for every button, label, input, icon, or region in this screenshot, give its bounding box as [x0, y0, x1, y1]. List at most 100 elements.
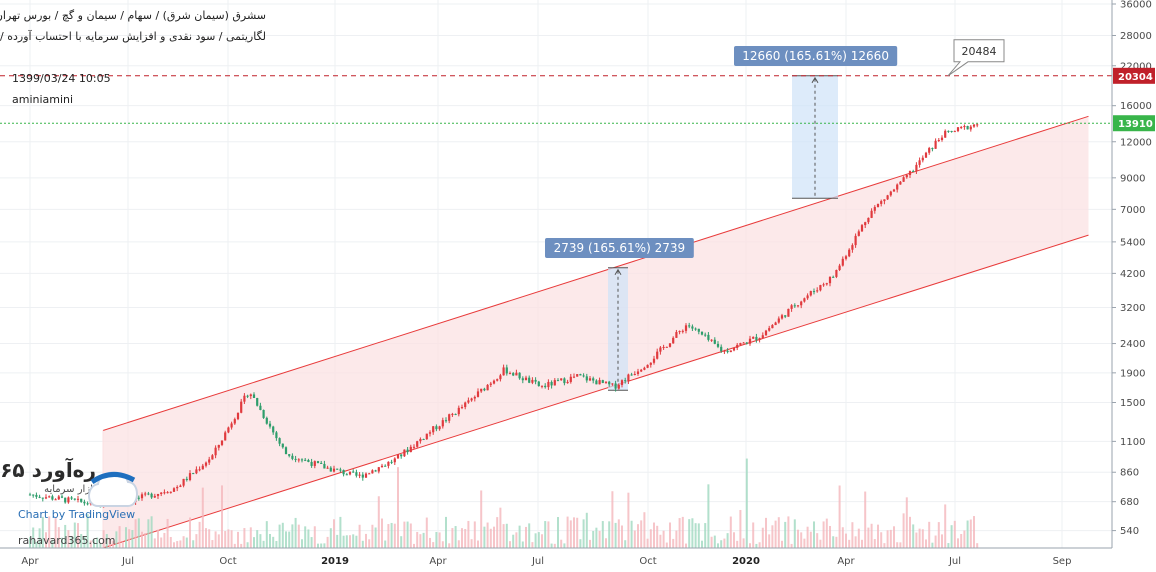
tradingview-badge[interactable]: Chart by TradingView [18, 462, 140, 524]
volume-bar [681, 516, 684, 548]
volume-bar [525, 526, 527, 548]
candle-body [140, 494, 144, 499]
volume-bar [480, 490, 483, 548]
time-tick-label: Jul [948, 556, 961, 567]
volume-bar [291, 524, 294, 548]
volume-bar [451, 528, 454, 548]
candle-body [966, 125, 969, 130]
volume-bar [969, 519, 972, 548]
candle-body [886, 195, 889, 200]
candle-body [937, 139, 940, 141]
candle-body [67, 497, 70, 503]
volume-bar [313, 526, 316, 548]
volume-bar [201, 487, 204, 548]
volume-bar [93, 539, 95, 548]
volume-bar [157, 529, 159, 548]
candle-body [400, 454, 403, 457]
candle-body [192, 473, 195, 475]
volume-bar [454, 526, 457, 548]
volume-bar [115, 531, 118, 548]
price-label-bg [1113, 115, 1155, 132]
candle-body [41, 497, 44, 499]
time-tick-label: 2020 [732, 556, 760, 567]
volume-bar [528, 523, 531, 548]
candle-body [832, 276, 835, 278]
volume-bar [429, 537, 431, 548]
candle-body [54, 499, 57, 501]
candle-body [236, 412, 240, 420]
volume-bar [265, 521, 268, 548]
candle-body [230, 423, 233, 428]
volume-bar [189, 517, 191, 548]
candle-body [32, 494, 35, 496]
candle-body [473, 396, 476, 399]
candle-body [182, 478, 185, 486]
volume-bar [749, 543, 751, 548]
candle-body [476, 391, 480, 397]
candle-body [374, 470, 377, 472]
time-tick-label: Apr [429, 556, 447, 567]
volume-bar [566, 516, 569, 548]
volume-bar [377, 496, 380, 548]
volume-bar [592, 530, 595, 548]
candle-body [208, 459, 211, 463]
candle-body [563, 378, 566, 384]
candle-body [569, 376, 572, 382]
chart-settings-line: لگاریتمی / سود نقدی و افزایش سرمایه با ا… [0, 30, 266, 43]
candle-body [204, 462, 208, 466]
candle-body [416, 441, 419, 447]
volume-bar [838, 485, 841, 548]
candle-body [201, 465, 204, 470]
candle-body [956, 127, 960, 132]
site-url[interactable]: rahavard365.com [18, 534, 116, 547]
candle-body [617, 384, 620, 389]
candle-body [812, 291, 816, 293]
volume-bar [329, 528, 332, 548]
volume-bar [781, 540, 783, 548]
candle-body [153, 495, 156, 498]
candle-body [643, 367, 646, 370]
volume-bar [259, 534, 262, 548]
volume-bar [813, 521, 815, 548]
candle-body [281, 443, 284, 448]
volume-bar [883, 543, 886, 548]
candle-body [828, 276, 832, 284]
volume-bar [726, 533, 729, 548]
volume-bar [701, 540, 703, 548]
candle-body [620, 380, 624, 385]
candle-body [649, 362, 652, 365]
volume-bar [320, 543, 323, 548]
candle-body [499, 375, 502, 380]
candle-body [198, 469, 201, 471]
volume-bar [902, 513, 905, 548]
volume-bar [397, 467, 399, 548]
candle-body [630, 374, 633, 376]
candle-body [857, 231, 860, 236]
candle-body [160, 492, 163, 494]
time-tick-label: Apr [21, 556, 39, 567]
volume-bar [86, 514, 89, 548]
volume-bar [672, 538, 675, 548]
candle-body [854, 235, 857, 246]
volume-bar [761, 527, 764, 548]
logo-text: ره‌آورد ۳۶۵ [0, 458, 96, 482]
author-name: aminiamini [12, 93, 74, 106]
candle-body [745, 342, 748, 344]
volume-bar [563, 543, 566, 548]
rahavard-logo: ره‌آورد ۳۶۵ بازار سرمایه [0, 458, 96, 495]
volume-bar [467, 520, 470, 548]
candle-body [636, 371, 640, 375]
candle-body [38, 496, 41, 498]
candle-body [262, 409, 265, 418]
candle-body [396, 454, 400, 459]
candle-body [409, 446, 412, 453]
volume-bar [688, 519, 691, 548]
volume-bar [541, 534, 543, 548]
candle-body [547, 381, 550, 388]
volume-bar [461, 528, 463, 548]
candle-body [240, 401, 243, 413]
candle-body [179, 485, 182, 487]
candle-body [76, 498, 80, 500]
volume-bar [576, 517, 579, 548]
